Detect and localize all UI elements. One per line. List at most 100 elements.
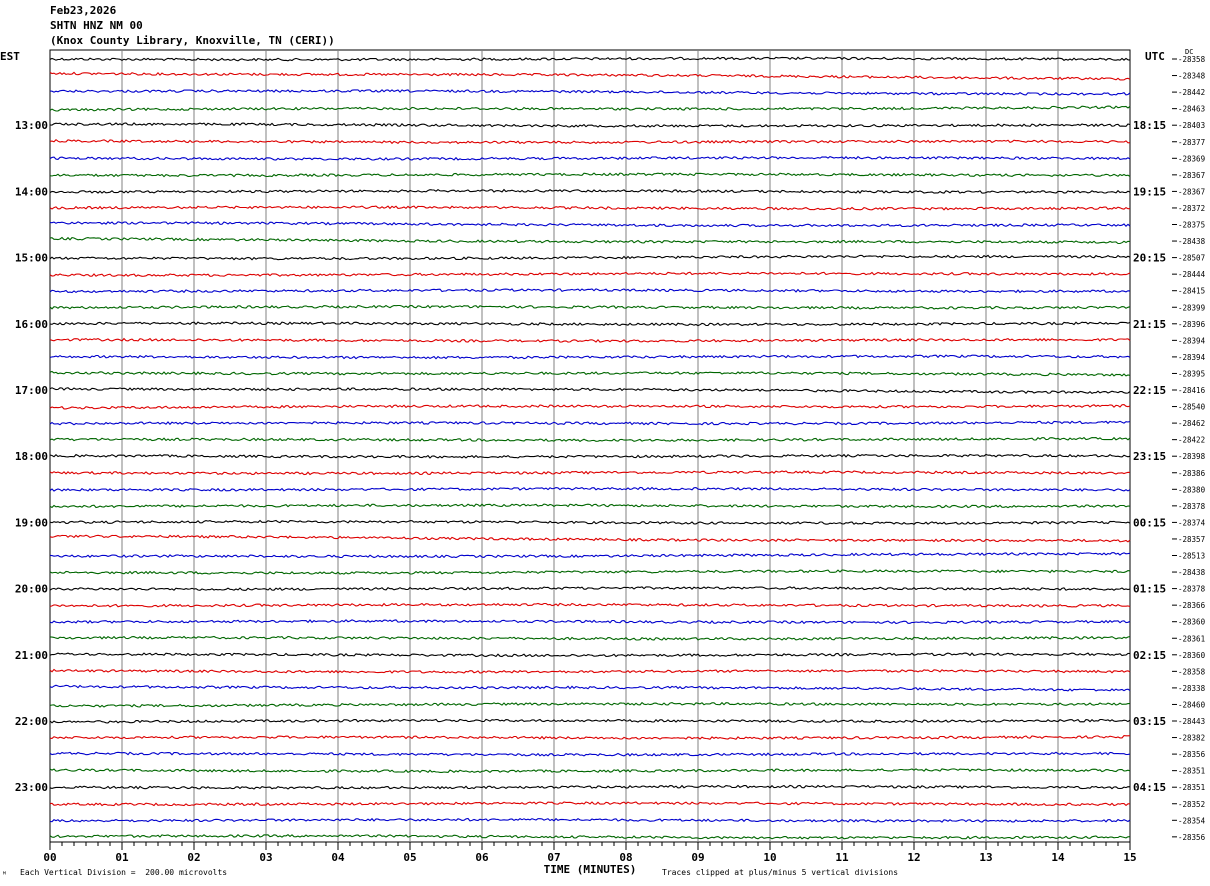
trace-line	[49, 569, 1131, 575]
x-tick-label: 02	[187, 851, 200, 864]
dc-offset-label: -28378	[1178, 585, 1206, 594]
utc-hour-label: 00:15	[1133, 516, 1166, 529]
clip-note: Traces clipped at plus/minus 5 vertical …	[662, 868, 899, 877]
dc-offset-label: -28399	[1178, 303, 1205, 312]
dc-offset-label: -28378	[1178, 502, 1206, 511]
trace-line	[49, 188, 1131, 194]
utc-hour-label: 01:15	[1133, 583, 1166, 596]
trace-line	[49, 56, 1131, 62]
dc-offset-label: -28356	[1178, 750, 1206, 759]
dc-offset-label: -28462	[1178, 419, 1205, 428]
dc-offset-label: -28395	[1178, 369, 1205, 378]
trace-line	[49, 354, 1131, 360]
trace-line	[49, 602, 1131, 608]
dc-offset-label: -28358	[1178, 55, 1206, 64]
est-hour-label: 19:00	[15, 516, 48, 529]
trace-line	[49, 138, 1131, 145]
x-tick-label: 11	[835, 851, 849, 864]
dc-offset-label: -28416	[1178, 386, 1206, 395]
trace-line	[49, 271, 1131, 278]
trace-line	[49, 122, 1131, 128]
utc-hour-label: 22:15	[1133, 384, 1166, 397]
dc-offset-label: -28360	[1178, 651, 1206, 660]
x-tick-label: 07	[547, 851, 560, 864]
dc-offset-label: -28382	[1178, 734, 1205, 743]
x-tick-label: 04	[331, 851, 345, 864]
station-code: SHTN HNZ NM 00	[50, 19, 143, 32]
est-hour-label: 23:00	[15, 781, 48, 794]
trace-line	[49, 486, 1131, 492]
left-timezone-label: EST	[0, 50, 20, 63]
est-hour-label: 22:00	[15, 715, 48, 728]
trace-line	[49, 684, 1131, 692]
dc-offset-label: -28352	[1178, 800, 1205, 809]
dc-offset-label: -28357	[1178, 535, 1205, 544]
x-tick-label: 06	[475, 851, 489, 864]
trace-line	[49, 288, 1131, 294]
trace-line	[49, 155, 1131, 161]
trace-line	[49, 668, 1131, 674]
est-hour-label: 21:00	[15, 649, 48, 662]
trace-line	[49, 817, 1131, 823]
trace-line	[49, 105, 1131, 112]
utc-hour-label: 19:15	[1133, 185, 1166, 198]
dc-offset-label: -28460	[1178, 700, 1206, 709]
trace-line	[49, 436, 1131, 443]
trace-line	[49, 337, 1131, 343]
trace-line	[49, 751, 1131, 757]
x-tick-label: 03	[259, 851, 272, 864]
x-tick-label: 05	[403, 851, 416, 864]
plot-frame	[49, 49, 1131, 843]
dc-offset-label: -28513	[1178, 552, 1205, 561]
dc-offset-label: -28380	[1178, 485, 1206, 494]
dc-offset-label: -28540	[1178, 403, 1206, 412]
dc-offset-label: -28403	[1178, 121, 1205, 130]
trace-line	[49, 784, 1131, 790]
dc-offset-label: -28386	[1178, 469, 1206, 478]
trace-line	[49, 552, 1131, 559]
trace-line	[49, 453, 1131, 459]
station-location: (Knox County Library, Knoxville, TN (CER…	[50, 34, 335, 47]
trace-line	[49, 420, 1131, 426]
utc-hour-label: 04:15	[1133, 781, 1166, 794]
plot-date: Feb23,2026	[50, 4, 117, 17]
est-hour-label: 14:00	[15, 185, 48, 198]
dc-offset-label: -28394	[1178, 336, 1206, 345]
trace-line	[49, 236, 1131, 245]
utc-hour-label: 02:15	[1133, 649, 1166, 662]
dc-offset-label: -28358	[1178, 667, 1206, 676]
dc-offset-label: -28377	[1178, 138, 1205, 147]
trace-line	[49, 635, 1131, 641]
corner-mark: ᴹ	[2, 870, 7, 879]
x-tick-label: 00	[43, 851, 56, 864]
est-hour-label: 20:00	[15, 583, 48, 596]
est-hour-label: 13:00	[15, 119, 48, 132]
trace-line	[49, 833, 1131, 840]
dc-offset-label: -28394	[1178, 353, 1206, 362]
trace-line	[49, 254, 1131, 261]
x-tick-label: 12	[907, 851, 920, 864]
x-tick-label: 10	[763, 851, 776, 864]
trace-line	[49, 701, 1130, 708]
x-tick-label: 14	[1051, 851, 1065, 864]
dc-offset-label: -28422	[1178, 436, 1205, 445]
utc-hour-label: 03:15	[1133, 715, 1166, 728]
utc-hour-label: 21:15	[1133, 318, 1166, 331]
dc-offset-label: -28463	[1178, 105, 1205, 114]
trace-line	[49, 370, 1131, 377]
dc-offset-label: -28354	[1178, 816, 1206, 825]
dc-offset-label: -28443	[1178, 717, 1205, 726]
trace-line	[49, 387, 1131, 395]
dc-offset-label: -28338	[1178, 684, 1206, 693]
trace-line	[49, 768, 1131, 774]
dc-offset-label: -28351	[1178, 783, 1205, 792]
trace-line	[49, 321, 1131, 327]
x-tick-label: 01	[115, 851, 129, 864]
trace-line	[49, 718, 1131, 724]
dc-offset-label: -28396	[1178, 320, 1206, 329]
trace-line	[49, 519, 1131, 525]
est-hour-label: 18:00	[15, 450, 48, 463]
utc-hour-label: 18:15	[1133, 119, 1166, 132]
dc-offset-label: -28375	[1178, 221, 1205, 230]
